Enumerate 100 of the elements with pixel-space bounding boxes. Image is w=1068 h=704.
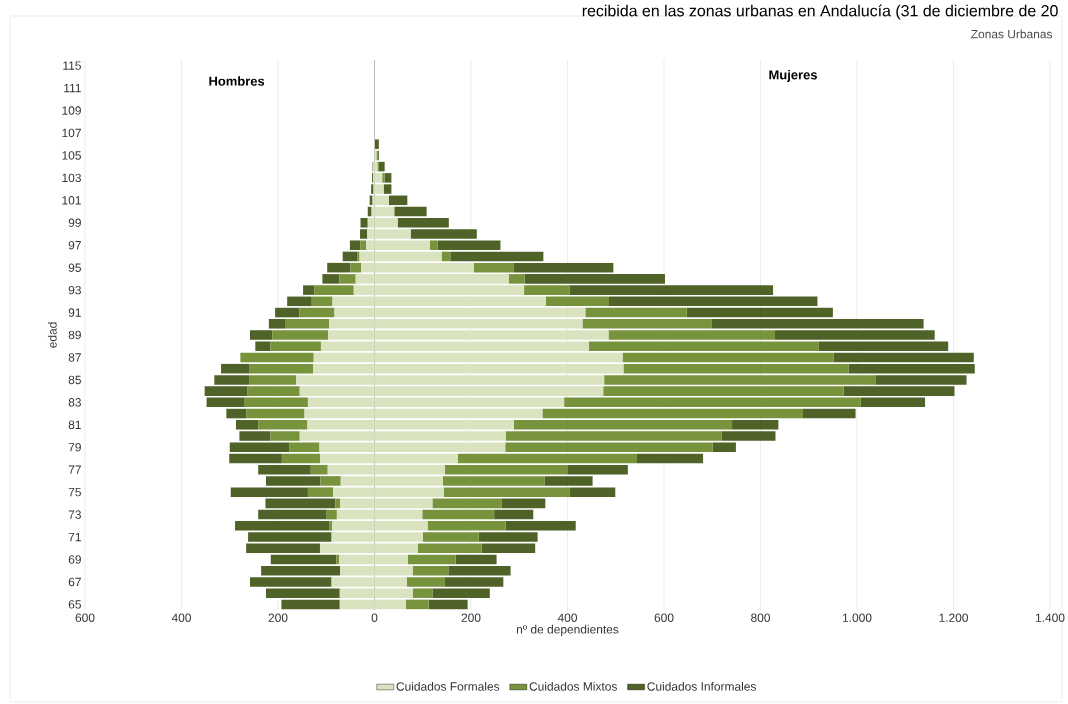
- y-tick-label: 71: [68, 532, 81, 542]
- bar: [281, 453, 320, 464]
- bar: [206, 397, 245, 408]
- bar: [261, 565, 341, 576]
- bar: [444, 464, 568, 475]
- y-tick-label: 103: [62, 173, 81, 183]
- y-tick-label: 109: [62, 106, 81, 115]
- bar: [417, 543, 482, 554]
- bar: [450, 251, 544, 262]
- bar: [564, 397, 861, 408]
- bar: [430, 240, 438, 250]
- y-tick-label: 83: [68, 398, 81, 407]
- bar: [622, 352, 834, 363]
- bar: [374, 139, 379, 149]
- bar: [481, 543, 536, 554]
- bar: [258, 509, 327, 520]
- bar: [367, 206, 372, 217]
- bar: [258, 464, 311, 475]
- annotation: Hombres: [209, 76, 265, 86]
- y-tick-label: 111: [64, 83, 81, 93]
- y-tick-label: 77: [68, 465, 81, 474]
- bar: [388, 195, 408, 206]
- x-tick-label: 400: [171, 613, 192, 622]
- bar: [802, 408, 856, 419]
- bar: [265, 498, 336, 509]
- chart-title: recibida en las zonas urbanas en Andalucía (31 de diciembre de 20: [582, 4, 1058, 20]
- legend-label: Cuidados Informales: [647, 681, 756, 691]
- bar: [394, 206, 427, 217]
- bar: [335, 498, 341, 509]
- bar: [221, 363, 250, 374]
- bar: [405, 599, 429, 610]
- bar: [455, 554, 497, 565]
- bar: [270, 554, 337, 565]
- bar: [428, 599, 468, 610]
- bar: [249, 363, 314, 374]
- bar: [382, 173, 385, 183]
- bar: [378, 161, 385, 172]
- bar: [513, 262, 614, 273]
- bar: [457, 453, 637, 464]
- bar: [422, 509, 495, 520]
- bar: [448, 565, 511, 576]
- y-tick-label: 105: [62, 151, 81, 160]
- y-tick-label: 69: [68, 555, 81, 564]
- bar: [833, 352, 974, 363]
- bar: [322, 274, 340, 284]
- bar: [374, 206, 395, 217]
- y-axis-title: edad: [47, 322, 57, 348]
- y-tick-label: 89: [68, 330, 81, 340]
- bar: [299, 307, 335, 318]
- bar: [327, 262, 351, 273]
- bar: [636, 453, 704, 464]
- x-tick-label: 200: [268, 613, 288, 622]
- bar: [567, 464, 628, 475]
- bar: [501, 498, 546, 509]
- y-tick-label: 81: [68, 420, 81, 430]
- x-tick-label: 600: [75, 613, 95, 622]
- y-tick-label: 97: [68, 240, 81, 250]
- bar: [311, 296, 333, 307]
- bar: [287, 296, 312, 307]
- bar: [246, 543, 320, 554]
- bar: [686, 307, 833, 318]
- bar: [860, 397, 926, 408]
- y-tick-label: 73: [68, 510, 81, 519]
- bar: [473, 262, 514, 273]
- legend-label: Cuidados Mixtos: [529, 681, 617, 691]
- bar: [407, 554, 456, 565]
- y-tick-label: 79: [68, 443, 81, 452]
- bar: [585, 307, 687, 318]
- y-tick-label: 95: [68, 263, 81, 272]
- bar: [275, 307, 300, 318]
- chart-subtitle: Zonas Urbanas: [971, 29, 1053, 39]
- bar: [412, 565, 449, 576]
- bar: [326, 509, 337, 520]
- y-tick-label: 99: [68, 218, 81, 227]
- bar: [281, 599, 340, 610]
- bar: [226, 408, 247, 419]
- bar: [310, 464, 328, 475]
- x-axis-title: nº de dependientes: [516, 624, 619, 636]
- legend-label: Cuidados Formales: [396, 681, 500, 691]
- bar: [542, 408, 803, 419]
- y-tick-label: 67: [68, 577, 81, 587]
- y-tick-label: 75: [68, 487, 81, 497]
- annotation: Mujeres: [769, 69, 817, 83]
- x-tick-label: 600: [654, 613, 674, 622]
- x-tick-label: 1.000: [842, 613, 872, 622]
- bar: [342, 251, 358, 262]
- y-tick-label: 115: [63, 61, 81, 70]
- x-tick-label: 1.200: [939, 613, 969, 622]
- y-tick-label: 107: [62, 128, 81, 138]
- x-tick-label: 200: [461, 613, 481, 622]
- bar: [494, 509, 534, 520]
- y-tick-label: 101: [62, 196, 81, 205]
- bar: [432, 498, 502, 509]
- x-tick-label: 400: [557, 613, 578, 622]
- x-tick-label: 0: [371, 613, 378, 622]
- bar: [229, 453, 282, 464]
- y-tick-label: 91: [68, 308, 81, 317]
- y-tick-label: 87: [68, 353, 81, 362]
- x-tick-label: 800: [751, 613, 771, 622]
- bar: [303, 285, 315, 295]
